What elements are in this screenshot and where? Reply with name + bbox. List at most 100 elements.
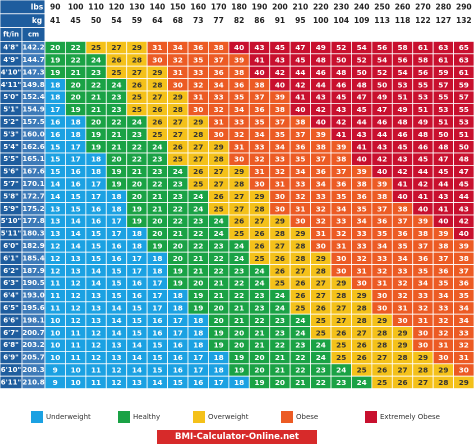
lbs-tick-label: 170 [211,2,227,11]
bmi-value-label: 27 [316,291,326,300]
bmi-value-label: 20 [132,192,142,201]
bmi-value-label: 53 [397,80,407,89]
bmi-value-label: 32 [459,341,469,350]
bmi-value-label: 43 [254,43,264,52]
bmi-value-label: 65 [459,43,469,52]
bmi-value-label: 43 [377,142,387,151]
bmi-value-label: 19 [214,341,224,350]
bmi-value-label: 24 [316,353,326,362]
bmi-value-label: 46 [316,68,326,77]
bmi-value-label: 38 [397,204,407,213]
bmi-value-label: 19 [71,105,81,114]
bmi-value-label: 25 [316,328,326,337]
bmi-value-label: 15 [132,316,142,325]
bmi-value-label: 19 [132,204,142,213]
bmi-value-label: 32 [214,105,224,114]
bmi-value-label: 12 [50,266,60,275]
bmi-value-label: 30 [336,266,346,275]
bmi-value-label: 31 [438,341,448,350]
bmi-value-label: 21 [234,304,244,313]
bmi-value-label: 58 [418,56,428,65]
bmi-value-label: 13 [111,353,121,362]
bmi-value-label: 17 [71,155,81,164]
legend-label-obese: Obese [296,413,319,421]
bmi-value-label: 40 [397,192,407,201]
bmi-value-label: 29 [214,142,224,151]
lbs-tick-label: 160 [190,2,206,11]
bmi-value-label: 14 [132,341,142,350]
bmi-value-label: 33 [316,192,326,201]
bmi-value-label: 44 [459,192,469,201]
bmi-value-label: 49 [418,118,428,127]
bmi-value-label: 32 [295,192,305,201]
lbs-tick-label: 240 [354,2,370,11]
bmi-value-label: 46 [397,130,407,139]
bmi-value-label: 46 [336,80,346,89]
bmi-value-label: 28 [254,204,264,213]
bmi-value-label: 17 [111,217,121,226]
bmi-value-label: 38 [254,80,264,89]
bmi-value-label: 29 [173,93,183,102]
bmi-value-label: 26 [316,304,326,313]
bmi-value-label: 61 [418,43,428,52]
bmi-value-label: 12 [50,242,60,251]
bmi-value-label: 25 [214,204,224,213]
bmi-value-label: 48 [418,130,428,139]
bmi-value-label: 23 [234,266,244,275]
height-cm-label: 193.0 [22,292,44,300]
bmi-value-label: 36 [234,80,244,89]
bmi-value-label: 28 [418,366,428,375]
height-ftin-label: 6'7" [3,329,19,337]
bmi-value-label: 42 [418,180,428,189]
bmi-value-label: 24 [173,167,183,176]
bmi-value-label: 17 [111,229,121,238]
bmi-value-label: 23 [316,366,326,375]
bmi-value-label: 28 [152,80,162,89]
bmi-value-label: 13 [50,229,60,238]
height-cm-label: 165.1 [22,155,44,163]
bmi-value-label: 14 [71,217,81,226]
bmi-value-label: 28 [357,316,367,325]
bmi-value-label: 17 [214,378,224,387]
bmi-value-label: 40 [316,118,326,127]
bmi-value-label: 33 [459,328,469,337]
bmi-value-label: 15 [152,341,162,350]
bmi-value-label: 26 [254,242,264,251]
bmi-value-label: 22 [91,80,101,89]
bmi-value-label: 35 [254,118,264,127]
bmi-value-label: 28 [132,56,142,65]
bmi-value-label: 20 [111,155,121,164]
bmi-value-label: 26 [295,279,305,288]
bmi-value-label: 10 [50,328,60,337]
bmi-value-label: 26 [357,341,367,350]
bmi-value-label: 53 [438,105,448,114]
bmi-value-label: 35 [193,56,203,65]
bmi-value-label: 27 [336,304,346,313]
bmi-value-label: 41 [295,93,305,102]
bmi-value-label: 34 [173,43,183,52]
bmi-value-label: 30 [214,130,224,139]
bmi-value-label: 43 [336,105,346,114]
kg-tick-label: 113 [374,16,390,25]
height-cm-label: 195.6 [22,304,44,312]
bmi-value-label: 37 [295,130,305,139]
bmi-value-label: 36 [214,68,224,77]
bmi-value-label: 29 [234,167,244,176]
bmi-value-label: 22 [254,316,264,325]
kg-tick-label: 54 [111,16,121,25]
bmi-value-label: 47 [357,93,367,102]
height-ftin-label: 5'9" [3,205,19,213]
bmi-value-label: 32 [234,130,244,139]
bmi-value-label: 39 [438,229,448,238]
bmi-value-label: 32 [173,56,183,65]
bmi-value-label: 17 [91,192,101,201]
bmi-value-label: 31 [397,304,407,313]
bmi-value-label: 22 [275,341,285,350]
bmi-value-label: 16 [71,167,81,176]
bmi-value-label: 20 [152,229,162,238]
bmi-value-label: 20 [214,304,224,313]
bmi-value-label: 56 [377,43,387,52]
bmi-value-label: 21 [152,192,162,201]
bmi-value-label: 35 [336,192,346,201]
bmi-value-label: 43 [459,204,469,213]
